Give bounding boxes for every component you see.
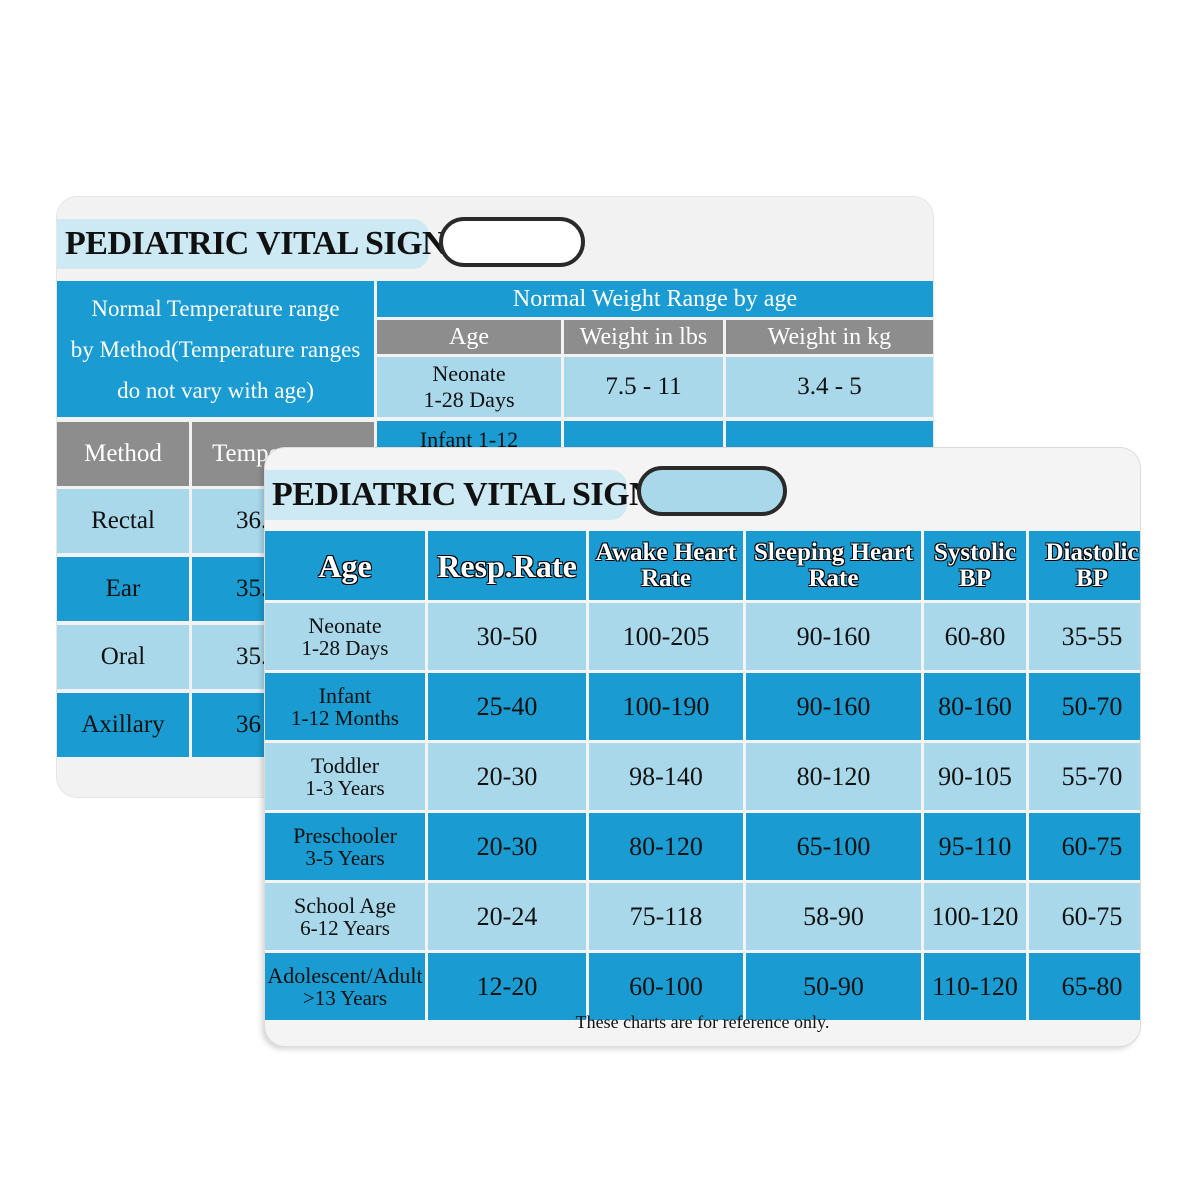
systolic-bp-value: 95-110 [924, 813, 1026, 880]
heading-line: do not vary with age) [117, 377, 314, 403]
age-range-label: 1-3 Years [305, 775, 385, 800]
sleeping-heart-rate-value: 80-120 [746, 743, 921, 810]
resp-rate-value: 20-30 [428, 813, 586, 880]
column-header-weight-kg: Weight in kg [726, 320, 933, 354]
title-band [265, 470, 627, 520]
column-header-age: Age [265, 531, 425, 600]
diastolic-bp-value: 35-55 [1029, 603, 1140, 670]
heading-line: by Method(Temperature ranges [70, 336, 361, 362]
column-header-age: Age [377, 320, 561, 354]
awake-heart-rate-value: 98-140 [589, 743, 743, 810]
awake-heart-rate-value: 80-120 [589, 813, 743, 880]
resp-rate-value: 20-24 [428, 883, 586, 950]
age-range-label: 1-28 Days [301, 635, 389, 660]
awake-heart-rate-value: 60-100 [589, 953, 743, 1020]
awake-heart-rate-value: 100-205 [589, 603, 743, 670]
header-line: BP [1076, 564, 1108, 592]
age-range-label: >13 Years [302, 985, 388, 1010]
method-axillary: Axillary [57, 693, 189, 757]
awake-heart-rate-value: 75-118 [589, 883, 743, 950]
header-line: Awake Heart [595, 538, 737, 566]
awake-heart-rate-value: 100-190 [589, 673, 743, 740]
resp-rate-value: 12-20 [428, 953, 586, 1020]
front-reference-card: PEDIATRIC VITAL SIGNS Age Resp.Rate Awake … [265, 448, 1140, 1046]
header-line: Rate [808, 564, 859, 592]
systolic-bp-value: 110-120 [924, 953, 1026, 1020]
systolic-bp-value: 90-105 [924, 743, 1026, 810]
age-range-label: 1-12 Months [291, 705, 399, 730]
lanyard-slot [439, 217, 585, 267]
systolic-bp-value: 100-120 [924, 883, 1026, 950]
age-group-label: Preschooler [293, 822, 397, 848]
header-line: Rate [641, 564, 691, 592]
heading-line: Normal Temperature range [91, 295, 340, 321]
age-range-label: 1-28 Days [423, 387, 515, 412]
column-header-resp-rate: Resp.Rate [428, 531, 586, 600]
diastolic-bp-value: 65-80 [1029, 953, 1140, 1020]
diastolic-bp-value: 55-70 [1029, 743, 1140, 810]
age-group-cell: Neonate 1-28 Days [265, 603, 425, 670]
sleeping-heart-rate-value: 50-90 [746, 953, 921, 1020]
lanyard-slot [637, 466, 787, 516]
diastolic-bp-value: 50-70 [1029, 673, 1140, 740]
systolic-bp-value: 60-80 [924, 603, 1026, 670]
diastolic-bp-value: 60-75 [1029, 883, 1140, 950]
title-band [57, 219, 429, 269]
header-line: Sleeping Heart [753, 538, 913, 566]
age-group-label: Toddler [310, 752, 380, 778]
card-title: PEDIATRIC VITAL SIGNS [272, 476, 672, 513]
header-line: Resp.Rate [437, 547, 577, 584]
sleeping-heart-rate-value: 90-160 [746, 673, 921, 740]
age-group-cell: Adolescent/Adult >13 Years [265, 953, 425, 1020]
weight-row-age: Neonate 1-28 Days [377, 357, 561, 417]
age-group-label: Neonate [308, 612, 382, 638]
disclaimer-footnote: These charts are for reference only. [575, 1012, 830, 1032]
column-header-method: Method [57, 422, 189, 486]
weight-kg-value: 3.4 - 5 [726, 357, 933, 417]
sleeping-heart-rate-value: 90-160 [746, 603, 921, 670]
column-header-systolic-bp: Systolic BP [924, 531, 1026, 600]
age-group-label: Adolescent/Adult [267, 962, 423, 988]
column-header-diastolic-bp: Diastolic BP [1029, 531, 1140, 600]
age-range-label: 6-12 Years [300, 915, 390, 940]
header-line: Age [318, 547, 372, 584]
age-group-label: Infant [318, 682, 372, 708]
column-header-sleeping-heart-rate: Sleeping Heart Rate [746, 531, 921, 600]
resp-rate-value: 25-40 [428, 673, 586, 740]
resp-rate-value: 20-30 [428, 743, 586, 810]
header-line: BP [959, 564, 991, 592]
systolic-bp-value: 80-160 [924, 673, 1026, 740]
weight-section-heading: Normal Weight Range by age [377, 281, 933, 317]
method-oral: Oral [57, 625, 189, 689]
method-rectal: Rectal [57, 489, 189, 553]
method-ear: Ear [57, 557, 189, 621]
age-group-cell: Toddler 1-3 Years [265, 743, 425, 810]
header-line: Systolic [934, 538, 1016, 566]
age-group-cell: Infant 1-12 Months [265, 673, 425, 740]
age-group-cell: Preschooler 3-5 Years [265, 813, 425, 880]
age-group-label: School Age [293, 892, 397, 918]
age-group-label: Neonate [432, 361, 506, 386]
header-line: Diastolic [1045, 538, 1139, 566]
age-range-label: 3-5 Years [305, 845, 385, 870]
sleeping-heart-rate-value: 65-100 [746, 813, 921, 880]
temperature-section-heading: Normal Temperature range by Method(Tempe… [57, 281, 374, 417]
card-title: PEDIATRIC VITAL SIGNS [65, 225, 465, 262]
diastolic-bp-value: 60-75 [1029, 813, 1140, 880]
vital-signs-table: Age Resp.Rate Awake Heart Rate Sleeping Hear… [265, 531, 1140, 1020]
column-header-weight-lbs: Weight in lbs [564, 320, 723, 354]
column-header-awake-heart-rate: Awake Heart Rate [589, 531, 743, 600]
weight-lbs-value: 7.5 - 11 [564, 357, 723, 417]
back-reference-card: PEDIATRIC VITAL SIGNS Normal Temperature… [57, 197, 933, 797]
resp-rate-value: 30-50 [428, 603, 586, 670]
age-group-cell: School Age 6-12 Years [265, 883, 425, 950]
sleeping-heart-rate-value: 58-90 [746, 883, 921, 950]
